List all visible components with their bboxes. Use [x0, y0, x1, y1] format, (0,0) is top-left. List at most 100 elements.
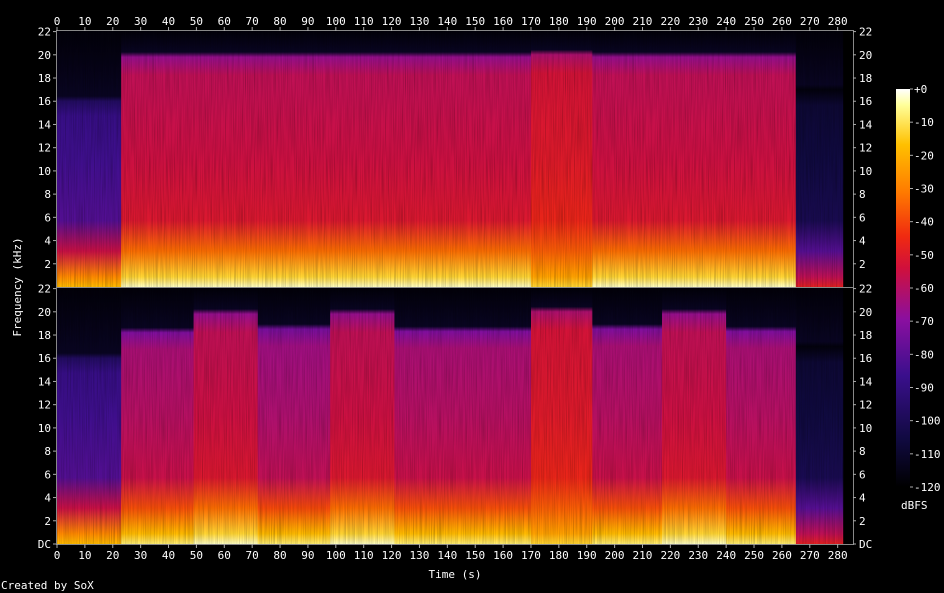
x-tick-label: 30: [134, 15, 147, 28]
y-tick-label: 16: [38, 352, 51, 365]
x-tick-label: 20: [106, 549, 119, 562]
x-tick-label: 150: [465, 15, 485, 28]
y-tick-label: 22: [859, 283, 872, 296]
channel-2-spectrogram: [57, 288, 853, 544]
y-tick-label: 12: [38, 142, 51, 155]
y-tick-label: 6: [44, 211, 51, 224]
y-tick-label: 10: [859, 165, 872, 178]
colorbar-ticks: +0 -10 -20 -30 -40 -50 -60 -70 -80 -90 -100 -110 -12…: [910, 83, 941, 494]
colorbar-tick-label: -20: [914, 149, 934, 162]
x-tick-label: 240: [716, 15, 736, 28]
x-tick-label: 100: [326, 549, 346, 562]
x-tick-label: 80: [273, 15, 286, 28]
colorbar-tick-label: -50: [914, 249, 934, 262]
colorbar: +0 -10 -20 -30 -40 -50 -60 -70 -80 -90 -100 -110 -12…: [896, 83, 941, 512]
y-tick-label: 18: [859, 329, 872, 342]
y-tick-label: 8: [859, 188, 866, 201]
x-tick-label: 130: [410, 15, 430, 28]
y-tick-label: 2: [44, 258, 51, 271]
x-tick-label: 100: [326, 15, 346, 28]
colorbar-tick-label: -40: [914, 216, 934, 229]
y-tick-label: 2: [859, 258, 866, 271]
x-tick-label: 120: [382, 15, 402, 28]
y-tick-label: 20: [859, 306, 872, 319]
x-tick-label: 70: [246, 549, 259, 562]
colorbar-tick-label: -70: [914, 315, 934, 328]
x-tick-label: 220: [660, 549, 680, 562]
y-tick-label: 16: [859, 95, 872, 108]
x-tick-label: 10: [78, 549, 91, 562]
colorbar-tick-label: +0: [914, 83, 927, 96]
y-tick-label: 16: [859, 352, 872, 365]
x-tick-label: 50: [190, 15, 203, 28]
y-tick-label: 8: [859, 445, 866, 458]
x-tick-label: 280: [828, 549, 848, 562]
x-tick-label: 40: [162, 549, 175, 562]
x-tick-label: 50: [190, 549, 203, 562]
x-tick-label: 140: [437, 549, 457, 562]
x-tick-label: 110: [354, 15, 374, 28]
x-tick-label: 30: [134, 549, 147, 562]
x-tick-label: 260: [772, 15, 792, 28]
y-tick-label: 12: [859, 399, 872, 412]
x-tick-label: 90: [301, 15, 314, 28]
y-tick-label: 20: [38, 306, 51, 319]
colorbar-unit: dBFS: [901, 499, 928, 512]
x-tick-label: 190: [577, 15, 597, 28]
x-tick-label: 20: [106, 15, 119, 28]
channel-2-frame: [56, 287, 854, 545]
y-tick-label: 10: [859, 422, 872, 435]
x-tick-label: 90: [301, 549, 314, 562]
y-tick-label: 22: [38, 26, 51, 39]
y-axis-label: Frequency (kHz): [11, 237, 24, 336]
y-tick-label: 20: [859, 49, 872, 62]
y-tick-label: 18: [38, 329, 51, 342]
x-tick-label: 200: [605, 549, 625, 562]
x-tick-label: 130: [410, 549, 430, 562]
x-axis-label: Time (s): [429, 568, 482, 581]
y-tick-label: 14: [859, 375, 873, 388]
x-tick-label: 140: [437, 15, 457, 28]
colorbar-tick-label: -30: [914, 183, 934, 196]
x-tick-label: 0: [54, 15, 61, 28]
colorbar-tick-label: -60: [914, 282, 934, 295]
x-tick-label: 0: [54, 549, 61, 562]
y-tick-label: 2: [44, 515, 51, 528]
x-tick-label: 10: [78, 15, 91, 28]
spectrogram-texture: [57, 288, 853, 544]
x-tick-label: 270: [800, 15, 820, 28]
y-tick-label: 20: [38, 49, 51, 62]
y-tick-label: 8: [44, 188, 51, 201]
x-ticks-top: 0 10 20 30 40 50 60 70 80 90 100 110 120 130 140 150 160…: [54, 15, 848, 31]
x-tick-label: 170: [521, 15, 541, 28]
x-tick-label: 180: [549, 15, 569, 28]
y-tick-label: DC: [859, 538, 872, 551]
x-tick-label: 160: [493, 15, 513, 28]
x-tick-label: 240: [716, 549, 736, 562]
y-tick-label: DC: [38, 538, 51, 551]
y-tick-label: 14: [38, 375, 52, 388]
colorbar-tick-label: -100: [914, 415, 941, 428]
x-tick-label: 160: [493, 549, 513, 562]
y-tick-label: 10: [38, 422, 51, 435]
y-tick-label: 18: [38, 72, 51, 85]
x-tick-label: 200: [605, 15, 625, 28]
channel-1-spectrogram: [57, 31, 853, 287]
y-tick-label: 4: [44, 492, 51, 505]
y-tick-label: 10: [38, 165, 51, 178]
x-tick-label: 260: [772, 549, 792, 562]
y-tick-label: 12: [859, 142, 872, 155]
x-tick-label: 190: [577, 549, 597, 562]
x-tick-label: 110: [354, 549, 374, 562]
x-tick-label: 230: [688, 549, 708, 562]
x-tick-label: 250: [744, 15, 764, 28]
y-tick-label: 2: [859, 515, 866, 528]
colorbar-tick-label: -10: [914, 116, 934, 129]
x-ticks-bottom: 0 10 20 30 40 50 60 70 80 90 100 110 120 130 140 150 160…: [54, 544, 848, 562]
y-tick-label: 22: [38, 283, 51, 296]
y-tick-label: 6: [859, 211, 866, 224]
x-tick-label: 60: [218, 15, 231, 28]
y-tick-label: 14: [38, 118, 52, 131]
